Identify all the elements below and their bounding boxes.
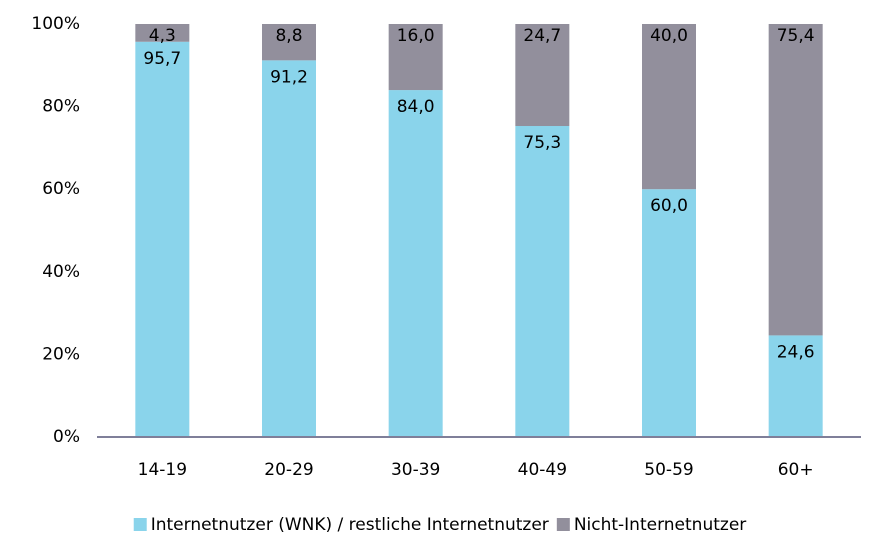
x-tick-label: 50-59 bbox=[644, 460, 693, 480]
y-tick-label: 60% bbox=[42, 179, 80, 199]
y-tick-label: 40% bbox=[42, 262, 80, 282]
bar-segment bbox=[515, 24, 570, 127]
legend-label: Internetnutzer (WNK) / restliche Interne… bbox=[151, 515, 549, 535]
y-tick-label: 80% bbox=[42, 97, 80, 117]
y-tick-label: 0% bbox=[53, 427, 80, 447]
legend: Internetnutzer (WNK) / restliche Interne… bbox=[133, 515, 746, 535]
data-label: 75,4 bbox=[777, 26, 815, 46]
data-label: 84,0 bbox=[397, 97, 435, 117]
bar-segment bbox=[262, 60, 316, 438]
x-tick-label: 14-19 bbox=[138, 460, 187, 480]
data-label: 4,3 bbox=[149, 26, 176, 46]
bar-segment bbox=[642, 24, 696, 190]
data-label: 91,2 bbox=[270, 67, 308, 87]
data-label: 75,3 bbox=[523, 133, 561, 153]
bar-segment bbox=[262, 24, 316, 61]
data-label: 8,8 bbox=[275, 26, 302, 46]
legend-swatch bbox=[556, 518, 570, 531]
bar-segment bbox=[388, 24, 443, 91]
bar-segment bbox=[388, 90, 443, 437]
x-tick-label: 30-39 bbox=[391, 460, 440, 480]
data-label: 60,0 bbox=[650, 196, 688, 216]
y-tick-label: 100% bbox=[31, 14, 80, 34]
data-label: 40,0 bbox=[650, 26, 688, 46]
data-label: 24,6 bbox=[777, 342, 815, 362]
data-label: 16,0 bbox=[397, 26, 435, 46]
bar-segment bbox=[642, 189, 696, 437]
data-label: 24,7 bbox=[523, 26, 561, 46]
x-tick-label: 20-29 bbox=[264, 460, 313, 480]
x-tick-label: 40-49 bbox=[518, 460, 567, 480]
data-label: 95,7 bbox=[143, 49, 181, 69]
bar-segment bbox=[515, 126, 570, 438]
bar-segment bbox=[768, 335, 823, 437]
legend-label: Nicht-Internetnutzer bbox=[574, 515, 746, 535]
bar-segment bbox=[135, 41, 190, 437]
bar-segment bbox=[768, 24, 823, 336]
bar-segment bbox=[135, 24, 190, 42]
legend-swatch bbox=[133, 518, 147, 531]
x-tick-label: 60+ bbox=[778, 460, 814, 480]
y-tick-label: 20% bbox=[42, 344, 80, 364]
